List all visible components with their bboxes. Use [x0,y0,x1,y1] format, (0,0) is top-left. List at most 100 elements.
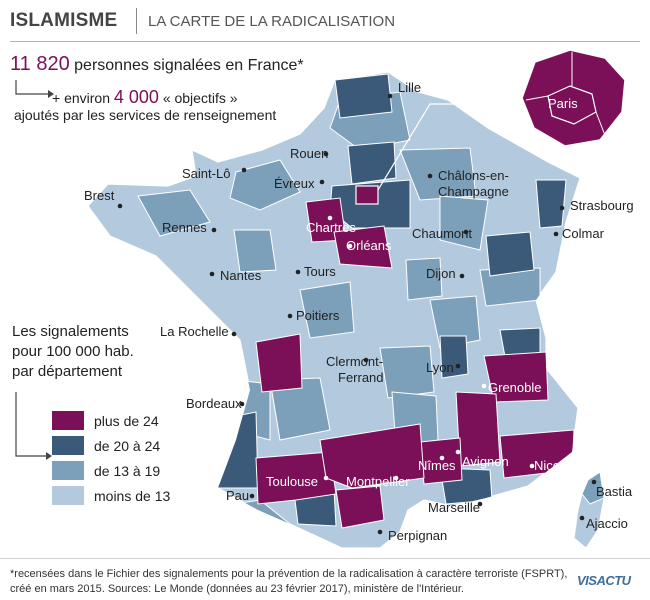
city-label-saint-lo: Saint-Lô [182,166,230,181]
city-label-rennes: Rennes [162,220,207,235]
city-dot-grenoble [481,383,487,389]
legend-item: de 13 à 19 [52,460,182,482]
footer-line1: *recensées dans le Fichier des signaleme… [10,568,568,580]
city-dot-brest [117,203,123,209]
city-label-toulouse: Toulouse [266,474,318,489]
dept-region [255,333,303,393]
stat-extra-text: « objectifs » [162,90,238,106]
paris-box [355,185,379,205]
paris-inset: Paris [521,49,626,147]
legend-swatch [52,486,84,505]
dept-region [399,147,477,201]
dept-region [485,231,535,277]
header-divider [10,41,640,42]
dept-region [319,423,425,489]
city-label-montpellier: Montpellier [346,474,410,489]
legend-arrow [15,392,52,460]
visactu-logo: VISACTU [577,573,631,588]
corsica-north [581,471,605,505]
dept-region [269,377,331,441]
city-label-colmar: Colmar [562,226,605,241]
dept-region [439,335,469,379]
paris-inset-label: Paris [548,96,578,111]
city-dot-colmar [553,231,559,237]
city-dot-nice [529,463,535,469]
city-label-bastia: Bastia [596,484,633,499]
dept-region [233,229,277,273]
city-label-marseille: Marseille [428,500,480,515]
header-subtitle: LA CARTE DE LA RADICALISATION [148,13,396,30]
city-dot-rouen [323,151,329,157]
legend-swatch [52,411,84,430]
legend-title: Les signalements pour 100 000 hab. par d… [12,322,172,382]
dept-region [439,195,489,251]
legend-label: de 13 à 19 [94,463,161,479]
stat-extra-line2: ajoutés par les services de renseignemen… [14,107,277,123]
city-dot-chalons-en [427,173,433,179]
city-dot-perpignan [377,529,383,535]
city-dot-tours [295,269,301,275]
legend-item: moins de 13 [52,485,182,507]
legend-swatch [52,436,84,455]
city-dot-strasbourg [559,205,565,211]
city-label-grenoble: Grenoble [488,380,541,395]
dept-region [255,451,337,505]
legend-title-line2: pour 100 000 hab. [12,343,134,360]
city-label-champagne: Champagne [438,184,509,199]
city-dot-clermont [363,357,369,363]
city-label-bordeaux: Bordeaux [186,396,242,411]
city-dot-nantes [209,271,215,277]
paris-inset-border [525,95,549,101]
city-label-rouen: Rouen [290,146,328,161]
stat-total: 11 820 personnes signalées en France* [10,53,304,76]
city-label-nantes: Nantes [220,268,262,283]
dept-region [347,141,397,185]
city-dot-lille [387,93,393,99]
logo-part-b: ACTU [596,573,631,588]
legend-title-line3: par département [12,363,123,380]
city-dot-nimes [439,455,445,461]
dept-region [335,485,385,529]
legend-item: plus de 24 [52,410,182,432]
city-label-dijon: Dijon [426,266,456,281]
header: ISLAMISME LA CARTE DE LA RADICALISATION [0,0,650,42]
city-dot-montpellier [393,475,399,481]
footer-note: *recensées dans le Fichier des signaleme… [10,567,570,597]
dept-region [334,73,393,119]
city-label-lille: Lille [398,80,421,95]
legend-swatch [52,461,84,480]
dept-region [229,159,301,211]
city-dot-pau [249,493,255,499]
stat-extra: + environ 4 000 « objectifs » [52,87,238,108]
footer-divider [0,558,650,559]
dept-region [483,351,549,403]
city-dot-la-rochelle [231,331,237,337]
city-dot-lyon [455,363,461,369]
city-dot-evreux [319,179,325,185]
city-dot-dijon [459,273,465,279]
city-label-poitiers: Poitiers [296,308,340,323]
city-markers: Lille Rouen Saint-Lô Évreux Châlons-en-Champ… [84,80,634,543]
city-dot-avignon [455,449,461,455]
city-dot-poitiers [287,313,293,319]
stat-arrow [15,80,54,98]
city-dot-rennes [211,227,217,233]
stat-extra-prefix: + environ [52,90,110,106]
dept-region [405,257,443,301]
legend-label: plus de 24 [94,413,159,429]
logo-part-a: VIS [577,573,597,588]
inset-leader-line [377,103,530,191]
dept-region [535,179,567,229]
city-dot-toulouse [323,475,329,481]
city-label-chaumont: Chaumont [412,226,472,241]
dept-region [379,345,435,399]
city-label-evreux: Évreux [274,176,315,191]
footer-line2: créé en mars 2015. Sources: Le Monde (do… [10,583,464,595]
city-dot-chartres [327,215,333,221]
city-dot-chaumont [463,229,469,235]
city-label-pau: Pau [226,488,249,503]
city-label-clermont: Clermont- [326,354,383,369]
city-label-chartres: Chartres [306,220,356,235]
city-label-tours: Tours [304,264,336,279]
